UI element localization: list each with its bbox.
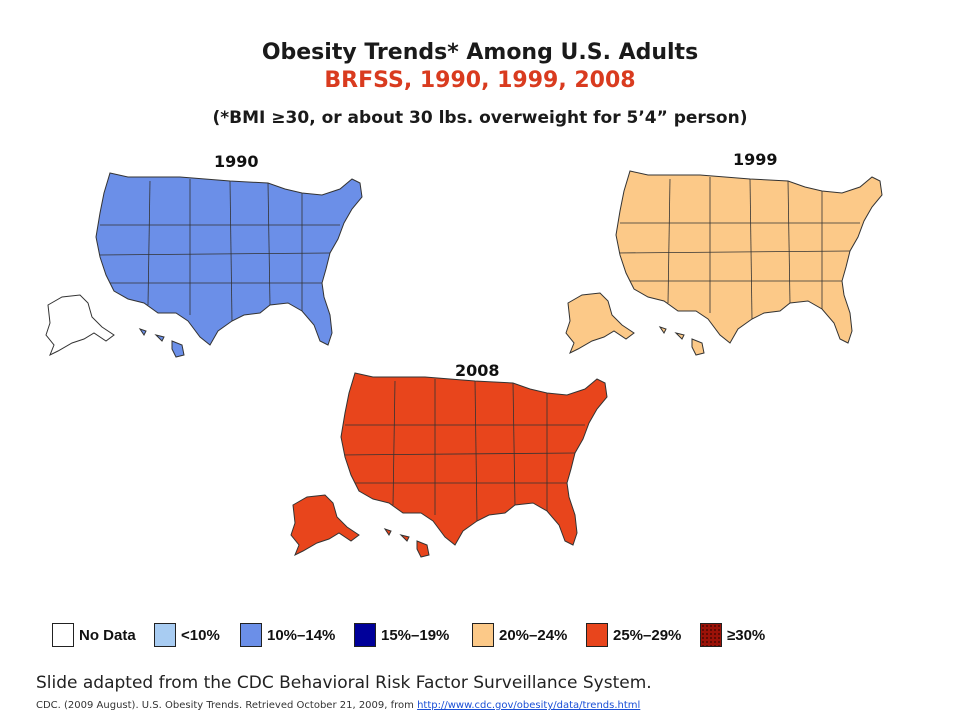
legend-label: <10% (181, 626, 220, 644)
region-alaska (45, 294, 115, 357)
bmi-note: (*BMI ≥30, or about 30 lbs. overweight f… (212, 108, 748, 128)
legend-label: 25%–29% (613, 626, 682, 644)
region-us (615, 170, 883, 344)
state-border-line (96, 252, 331, 256)
legend-item-nodata: No Data (52, 622, 136, 648)
state-borders (341, 379, 585, 522)
slide-subtitle: BRFSS, 1990, 1999, 2008 (324, 68, 636, 93)
legend-label: 20%–24% (499, 626, 568, 644)
state-border-line (474, 380, 478, 522)
map-2008 (290, 372, 608, 558)
slide-caption: Slide adapted from the CDC Behavioral Ri… (36, 673, 652, 693)
legend-swatch (154, 623, 176, 647)
state-border-line (512, 382, 516, 506)
region-alaska (290, 494, 360, 557)
state-border-line (392, 380, 396, 506)
slide-title: Obesity Trends* Among U.S. Adults (261, 40, 699, 65)
region-us (95, 172, 363, 346)
legend-item-10-14: 10%–14% (240, 622, 335, 648)
legend: No Data <10% 10%–14% 15%–19% 20%–24% 25%… (52, 622, 792, 648)
legend-label: ≥30% (727, 626, 766, 644)
source-citation: CDC. (2009 August). U.S. Obesity Trends.… (36, 700, 640, 711)
source-text: CDC. (2009 August). U.S. Obesity Trends.… (36, 700, 418, 711)
state-border-line (229, 180, 233, 322)
year-label-2008: 2008 (455, 361, 500, 380)
legend-swatch (586, 623, 608, 647)
legend-item-ge30: ≥30% (700, 622, 765, 648)
legend-swatch (354, 623, 376, 647)
state-border-line (787, 180, 791, 304)
legend-item-25-29: 25%–29% (586, 622, 681, 648)
legend-label: No Data (79, 626, 136, 644)
legend-item-15-19: 15%–19% (354, 622, 449, 648)
source-link[interactable]: http://www.cdc.gov/obesity/data/trends.h… (417, 700, 641, 711)
state-border-line (749, 178, 753, 320)
legend-swatch (472, 623, 494, 647)
state-borders (96, 179, 340, 322)
region-hawaii (658, 326, 705, 356)
legend-label: 15%–19% (381, 626, 450, 644)
legend-item-lt10: <10% (154, 622, 220, 648)
map-1999 (565, 170, 883, 356)
region-us (340, 372, 608, 546)
region-alaska (565, 292, 635, 355)
state-border-line (341, 452, 576, 456)
state-border-line (616, 250, 851, 254)
legend-swatch (52, 623, 74, 647)
state-borders (616, 177, 860, 320)
year-label-1999: 1999 (733, 150, 778, 169)
legend-swatch (700, 623, 722, 647)
map-1990 (45, 172, 363, 358)
region-hawaii (138, 328, 185, 358)
legend-item-20-24: 20%–24% (472, 622, 567, 648)
region-hawaii (383, 528, 430, 558)
state-border-line (147, 180, 151, 306)
legend-label: 10%–14% (267, 626, 336, 644)
legend-swatch (240, 623, 262, 647)
state-border-line (267, 182, 271, 306)
year-label-1990: 1990 (214, 152, 259, 171)
state-border-line (667, 178, 671, 304)
